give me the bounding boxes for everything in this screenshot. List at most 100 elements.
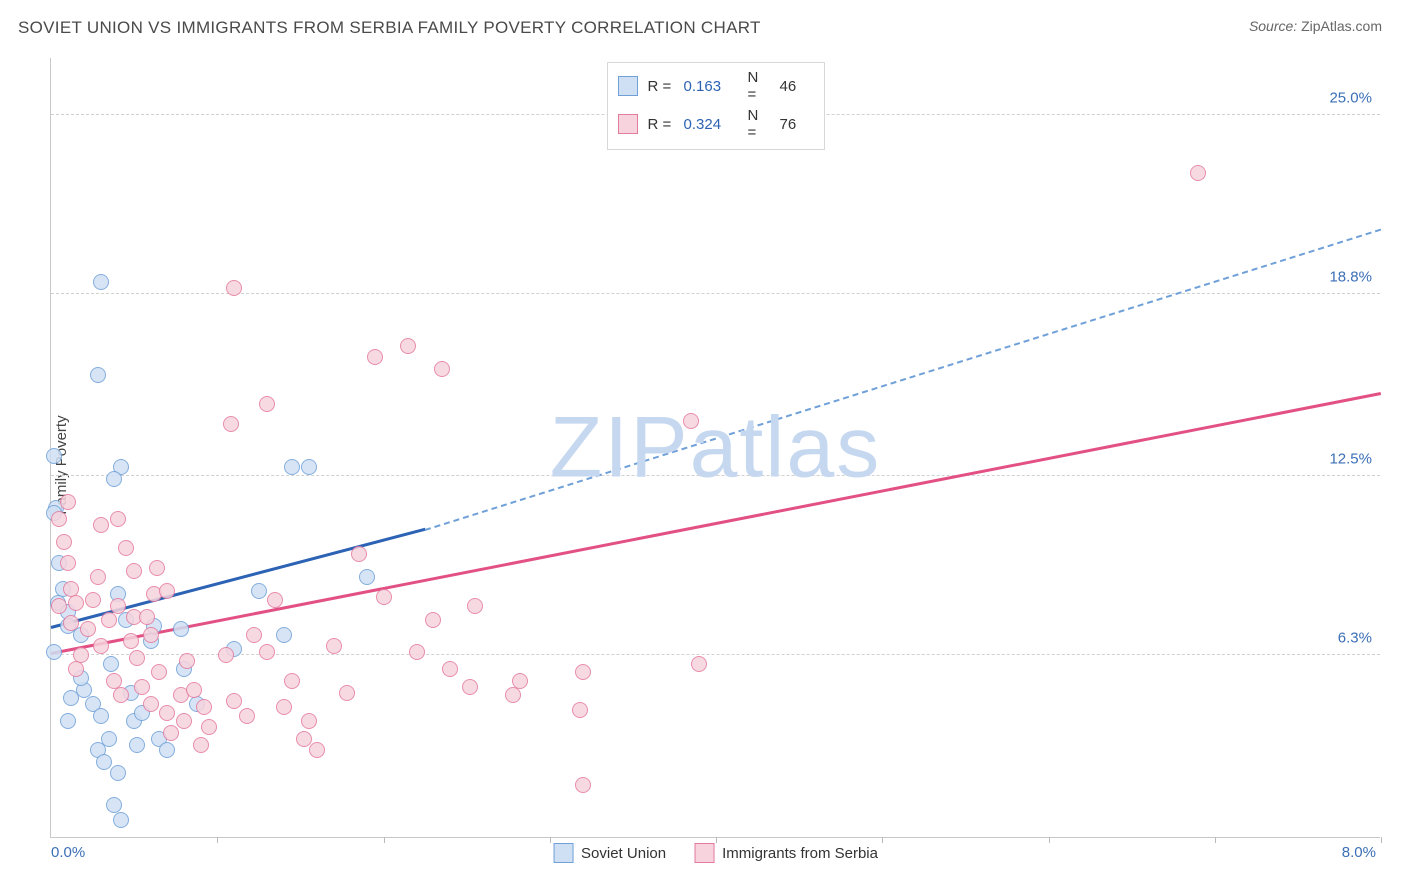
legend-row: R =0.324N =76 (618, 105, 810, 143)
gridline (51, 654, 1380, 655)
data-point (68, 595, 84, 611)
data-point (376, 589, 392, 605)
data-point (93, 274, 109, 290)
data-point (110, 765, 126, 781)
data-point (60, 555, 76, 571)
n-label: N = (748, 69, 770, 103)
data-point (226, 280, 242, 296)
data-point (359, 569, 375, 585)
data-point (60, 494, 76, 510)
data-point (505, 687, 521, 703)
data-point (149, 560, 165, 576)
data-point (80, 621, 96, 637)
data-point (186, 682, 202, 698)
data-point (101, 612, 117, 628)
r-value: 0.163 (684, 78, 738, 95)
n-value: 46 (780, 78, 810, 95)
legend-row: R = 0.163 N = 46 (618, 67, 810, 105)
y-tick-label: 25.0% (1329, 89, 1372, 106)
n-value: 76 (780, 116, 810, 133)
data-point (326, 638, 342, 654)
data-point (163, 725, 179, 741)
data-point (159, 583, 175, 599)
data-point (400, 338, 416, 354)
n-label: N = (748, 107, 770, 141)
data-point (301, 459, 317, 475)
data-point (425, 612, 441, 628)
correlation-legend: R =0.163N =46R =0.324N =76 (607, 62, 825, 150)
data-point (575, 777, 591, 793)
data-point (251, 583, 267, 599)
gridline (51, 475, 1380, 476)
r-label: R = (648, 116, 674, 133)
data-point (159, 742, 175, 758)
r-label: R = (648, 78, 674, 95)
watermark-pre: ZIP (550, 399, 690, 495)
data-point (367, 349, 383, 365)
data-point (60, 713, 76, 729)
data-point (126, 563, 142, 579)
x-tick (1049, 837, 1050, 843)
data-point (63, 690, 79, 706)
data-point (226, 693, 242, 709)
data-point (276, 699, 292, 715)
data-point (442, 661, 458, 677)
data-point (73, 647, 89, 663)
data-point (129, 650, 145, 666)
data-point (179, 653, 195, 669)
data-point (301, 713, 317, 729)
data-point (143, 627, 159, 643)
data-point (267, 592, 283, 608)
data-point (56, 534, 72, 550)
data-point (196, 699, 212, 715)
data-point (123, 633, 139, 649)
watermark: ZIPatlas (550, 398, 881, 497)
data-point (46, 448, 62, 464)
data-point (683, 413, 699, 429)
legend-label: Immigrants from Serbia (722, 845, 878, 862)
data-point (129, 737, 145, 753)
data-point (151, 664, 167, 680)
data-point (1190, 165, 1206, 181)
data-point (68, 661, 84, 677)
data-point (259, 644, 275, 660)
data-point (409, 644, 425, 660)
data-point (106, 471, 122, 487)
x-tick (1215, 837, 1216, 843)
data-point (691, 656, 707, 672)
data-point (223, 416, 239, 432)
source: Source: ZipAtlas.com (1249, 18, 1382, 34)
data-point (134, 679, 150, 695)
plot-area: ZIPatlas R =0.163N =46R =0.324N =76 0.0%… (50, 58, 1380, 838)
y-tick-label: 18.8% (1329, 268, 1372, 285)
data-point (572, 702, 588, 718)
legend-item: Soviet Union (553, 843, 666, 863)
trend-line (51, 392, 1382, 655)
data-point (93, 708, 109, 724)
x-tick (217, 837, 218, 843)
chart: Family Poverty ZIPatlas R =0.163N =46R =… (18, 50, 1388, 880)
data-point (276, 627, 292, 643)
data-point (284, 673, 300, 689)
data-point (246, 627, 262, 643)
y-tick-label: 6.3% (1338, 630, 1372, 647)
data-point (575, 664, 591, 680)
data-point (85, 592, 101, 608)
x-tick (1381, 837, 1382, 843)
data-point (90, 569, 106, 585)
watermark-post: atlas (690, 399, 882, 495)
source-label: Source: (1249, 18, 1297, 34)
data-point (101, 731, 117, 747)
legend-label: Soviet Union (581, 845, 666, 862)
data-point (103, 656, 119, 672)
legend-swatch (694, 843, 714, 863)
data-point (434, 361, 450, 377)
legend-swatch (553, 843, 573, 863)
data-point (63, 615, 79, 631)
series-legend: Soviet Union Immigrants from Serbia (545, 843, 886, 863)
data-point (512, 673, 528, 689)
y-tick-label: 12.5% (1329, 450, 1372, 467)
data-point (90, 367, 106, 383)
data-point (309, 742, 325, 758)
data-point (296, 731, 312, 747)
